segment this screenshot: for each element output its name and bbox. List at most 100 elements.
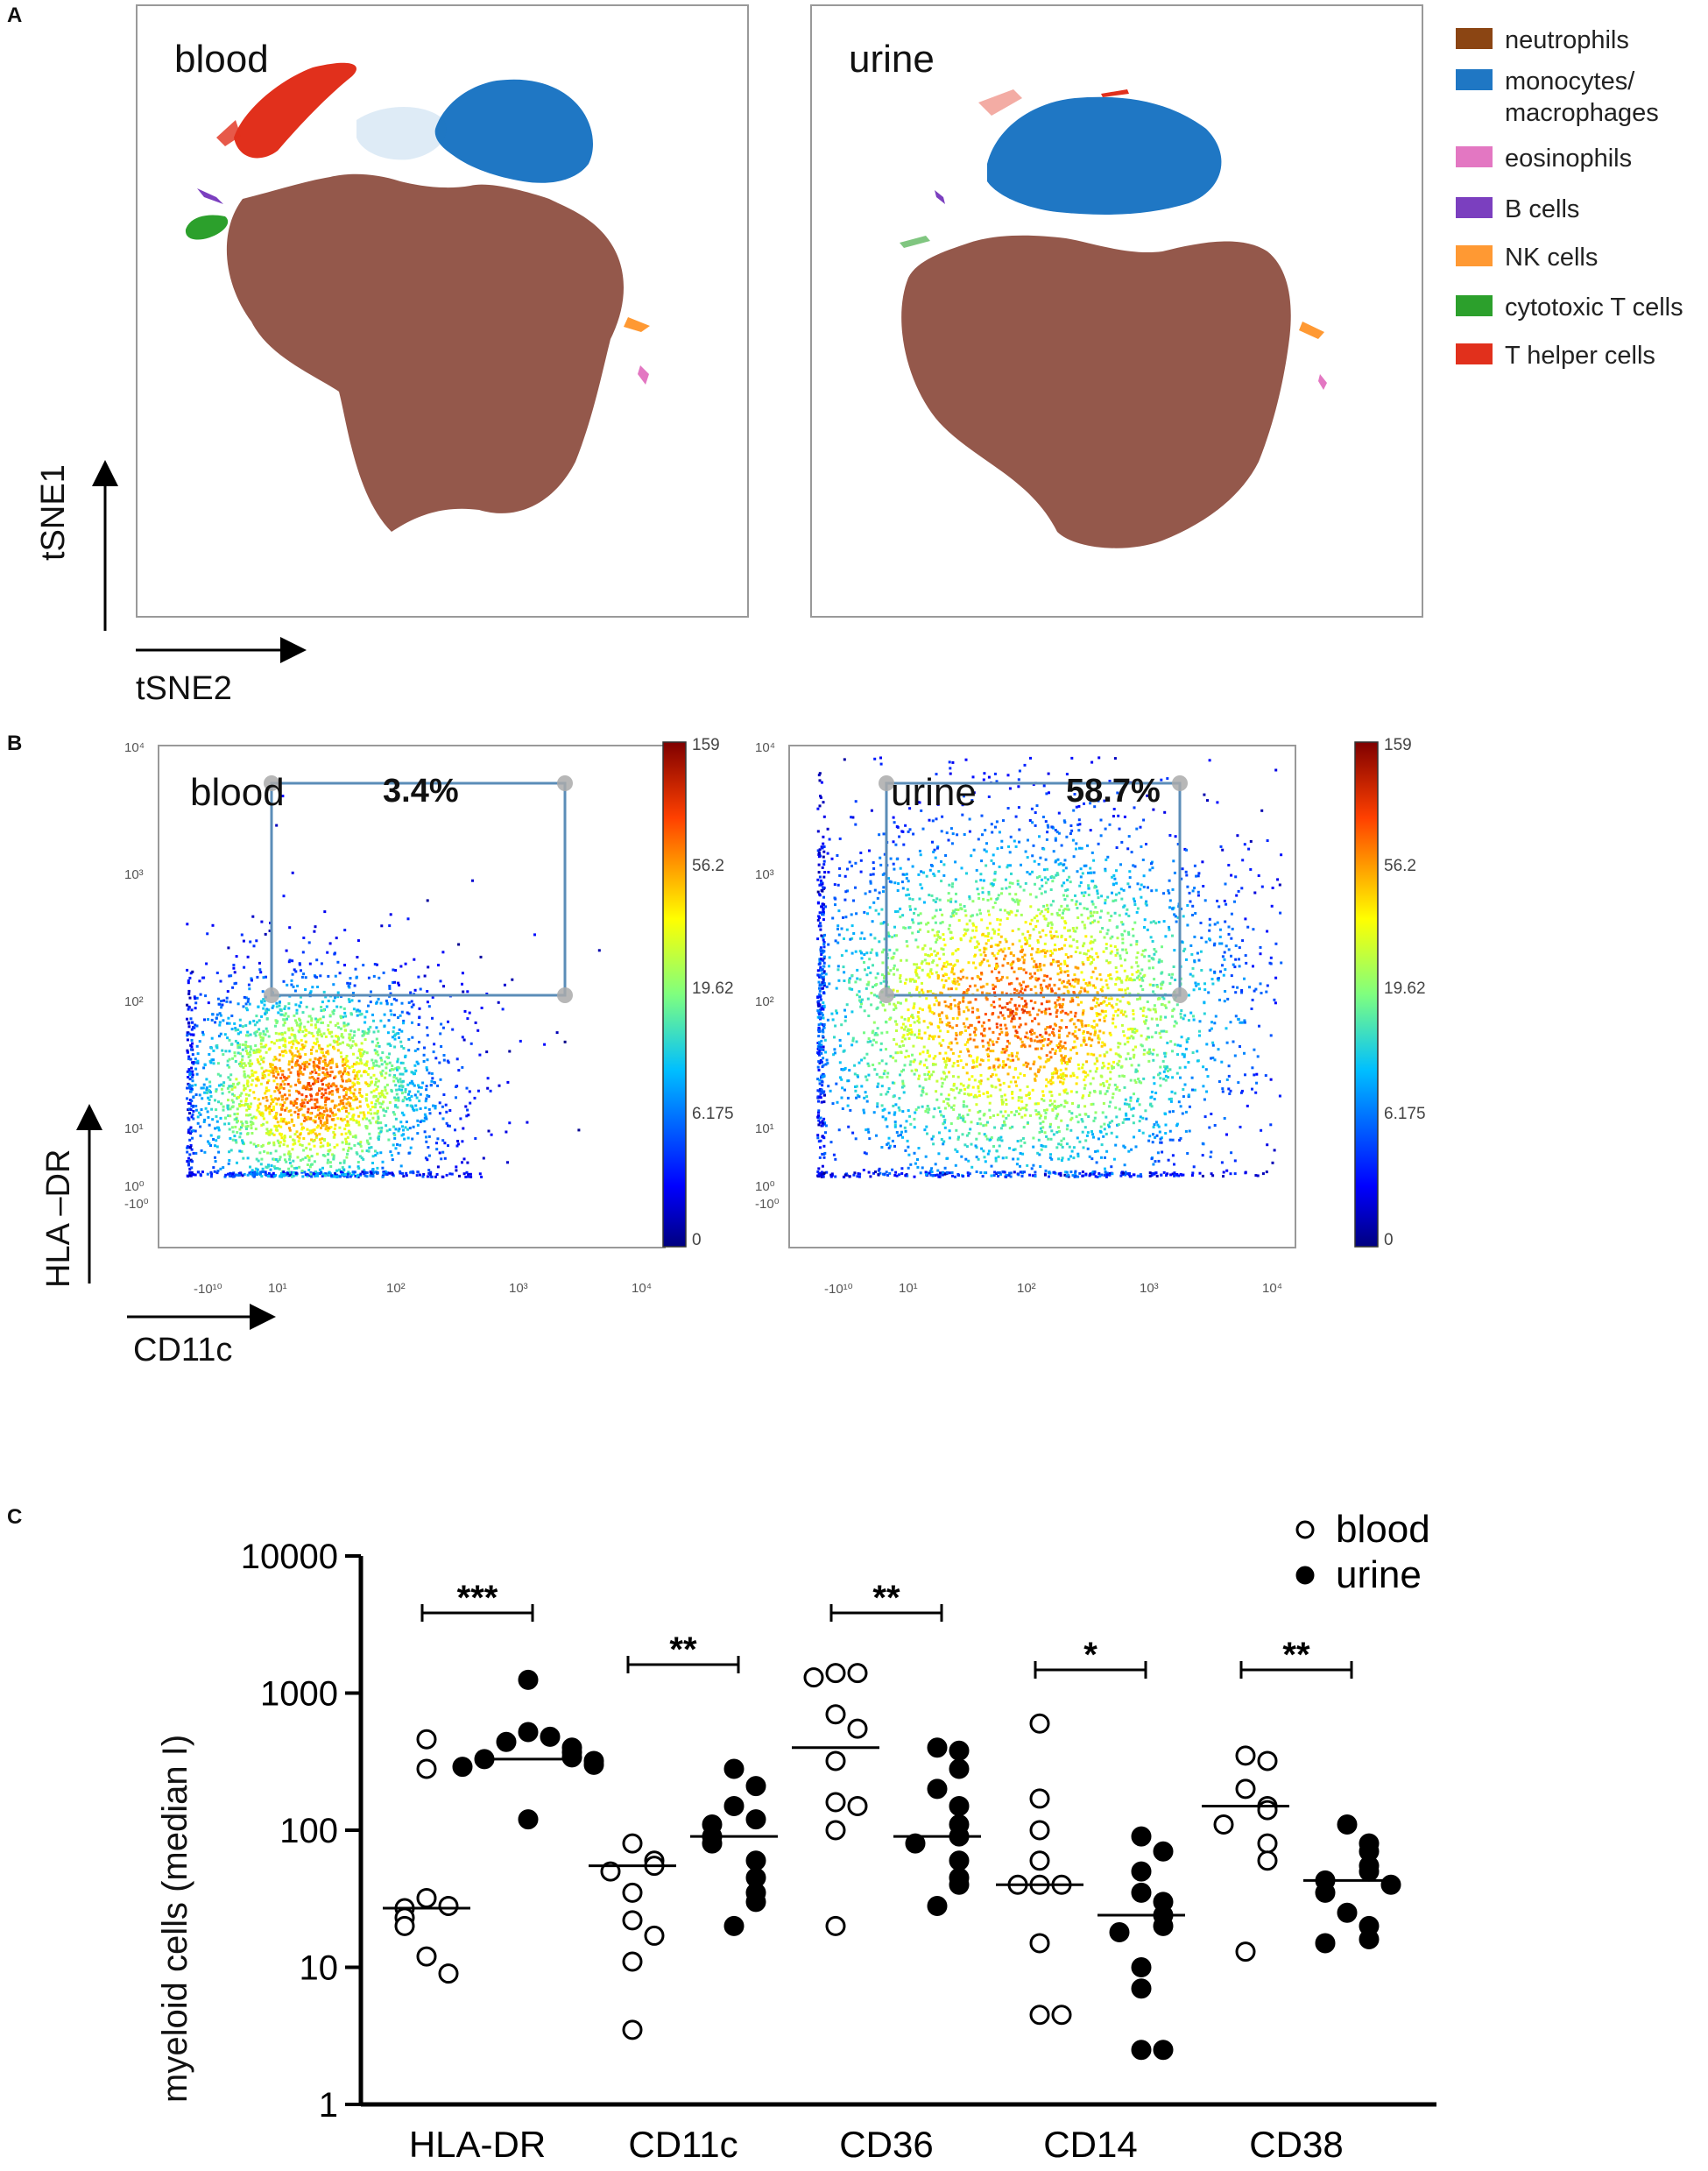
gate-handle[interactable]: [557, 987, 573, 1003]
urine-point: [1153, 1915, 1174, 1936]
gate[interactable]: [879, 775, 1188, 1003]
blood-point: [416, 1758, 437, 1779]
urine-point: [1359, 1861, 1380, 1882]
significance-label: **: [669, 1630, 697, 1669]
significance-label: **: [872, 1579, 900, 1617]
category-label: HLA-DR: [409, 2124, 546, 2164]
urine-point: [745, 1809, 766, 1830]
legend-swatch: [1456, 295, 1493, 316]
legend-swatch: [1456, 69, 1493, 90]
panel-b-letter: B: [7, 732, 23, 755]
blood-point: [1257, 1833, 1278, 1854]
gate-handle[interactable]: [1172, 987, 1188, 1003]
blood-point: [1029, 1788, 1050, 1809]
urine-point: [583, 1754, 604, 1775]
gate-handle[interactable]: [879, 987, 894, 1003]
flow-x-tick: 10⁴: [632, 1281, 653, 1296]
urine-point: [1131, 1882, 1152, 1903]
blood-point: [416, 1887, 437, 1908]
legend-swatch: [1456, 245, 1493, 266]
gate-urine-percent: 58.7%: [1066, 773, 1161, 810]
urine-point: [1131, 2040, 1152, 2061]
legend-item: neutrophils: [1456, 25, 1629, 60]
tsne2-label: tSNE2: [136, 670, 232, 707]
flow-x-tick: 10¹: [899, 1281, 918, 1296]
gate-blood-percent: 3.4%: [383, 773, 459, 810]
gate-handle[interactable]: [1172, 775, 1188, 791]
blood-point: [847, 1795, 868, 1816]
blood-point: [1257, 1850, 1278, 1871]
colorbar-urine: [1354, 741, 1379, 1248]
flow-urine-plot: urine 58.7%: [788, 745, 1296, 1248]
urine-point: [1131, 1978, 1152, 1999]
flow-x-tick: 10⁴: [1262, 1281, 1283, 1296]
legend-label: urine: [1336, 1553, 1422, 1596]
urine-point: [452, 1757, 473, 1778]
urine-point: [1380, 1874, 1401, 1895]
legend-label: blood: [1336, 1508, 1430, 1551]
neutrophils-cluster: [226, 173, 624, 532]
t-helper-cluster-urine: [978, 89, 1022, 116]
legend-label: cytotoxic T cells: [1505, 293, 1683, 322]
nk-cells-cluster: [624, 317, 650, 332]
t-helper-sliver-urine: [1101, 89, 1129, 97]
tsne-urine-scatter: [900, 89, 1327, 548]
urine-point: [745, 1776, 766, 1797]
blood-point: [1235, 1745, 1256, 1766]
y-tick-label: 1000: [260, 1675, 338, 1714]
legend-label: eosinophils: [1505, 145, 1633, 173]
colorbar-tick: 6.175: [692, 1105, 734, 1123]
urine-point: [745, 1892, 766, 1913]
urine-point: [905, 1833, 926, 1854]
blood-point: [1029, 1713, 1050, 1734]
flow-y-tick: 10⁰: [124, 1179, 145, 1194]
flow-y-tick: -10⁰: [755, 1197, 780, 1212]
blood-point: [803, 1667, 824, 1688]
urine-point: [1315, 1933, 1336, 1954]
urine-point: [518, 1669, 539, 1690]
flow-x-tick: 10²: [386, 1281, 406, 1296]
blood-point: [622, 1833, 643, 1854]
flow-y-tick: 10⁰: [755, 1179, 775, 1194]
flow-x-tick: 10³: [1140, 1281, 1159, 1296]
flow-y-tick: 10³: [755, 867, 774, 882]
nk-cells-cluster-urine: [1299, 322, 1324, 339]
eosinophils-cluster-urine: [1318, 374, 1327, 390]
gate[interactable]: [264, 775, 573, 1003]
urine-point: [723, 1915, 745, 1936]
legend-label: neutrophils: [1505, 26, 1629, 54]
urine-point: [1131, 1957, 1152, 1977]
gate-handle[interactable]: [557, 775, 573, 791]
urine-point: [1359, 1929, 1380, 1950]
tsne1-label: tSNE1: [35, 464, 72, 561]
colorbar-tick: 56.2: [1384, 857, 1416, 875]
urine-point: [949, 1850, 970, 1871]
flow-x-tick: 10³: [509, 1281, 528, 1296]
colorbar-tick: 0: [692, 1231, 702, 1249]
blood-point: [416, 1729, 437, 1750]
flow-y-tick: 10²: [124, 994, 144, 1009]
urine-point: [702, 1833, 723, 1854]
cd11c-label: CD11c: [133, 1332, 233, 1368]
colorbar-tick: 6.175: [1384, 1105, 1426, 1123]
legend-item: monocytes/ macrophages: [1456, 66, 1659, 127]
gate-handle[interactable]: [879, 775, 894, 791]
blood-point: [1029, 1933, 1050, 1954]
blood-point: [825, 1704, 846, 1725]
significance-label: **: [1282, 1636, 1310, 1674]
blood-point: [622, 1951, 643, 1972]
blood-point: [1257, 1750, 1278, 1771]
urine-point: [745, 1850, 766, 1871]
gate-handle[interactable]: [264, 775, 279, 791]
density-points: [186, 795, 601, 1178]
flow-x-tick: -10¹⁰: [194, 1282, 222, 1297]
urine-point: [518, 1809, 539, 1830]
cytotoxic-t-cluster: [185, 215, 229, 240]
scatter-chart: 100001000100101HLA-DR***CD11c**CD36**CD1…: [241, 1508, 1436, 2164]
urine-point: [1153, 1841, 1174, 1862]
tsne-blood-scatter: [185, 62, 650, 532]
blood-point: [1029, 1820, 1050, 1841]
blood-point: [438, 1963, 459, 1984]
gate-handle[interactable]: [264, 987, 279, 1003]
